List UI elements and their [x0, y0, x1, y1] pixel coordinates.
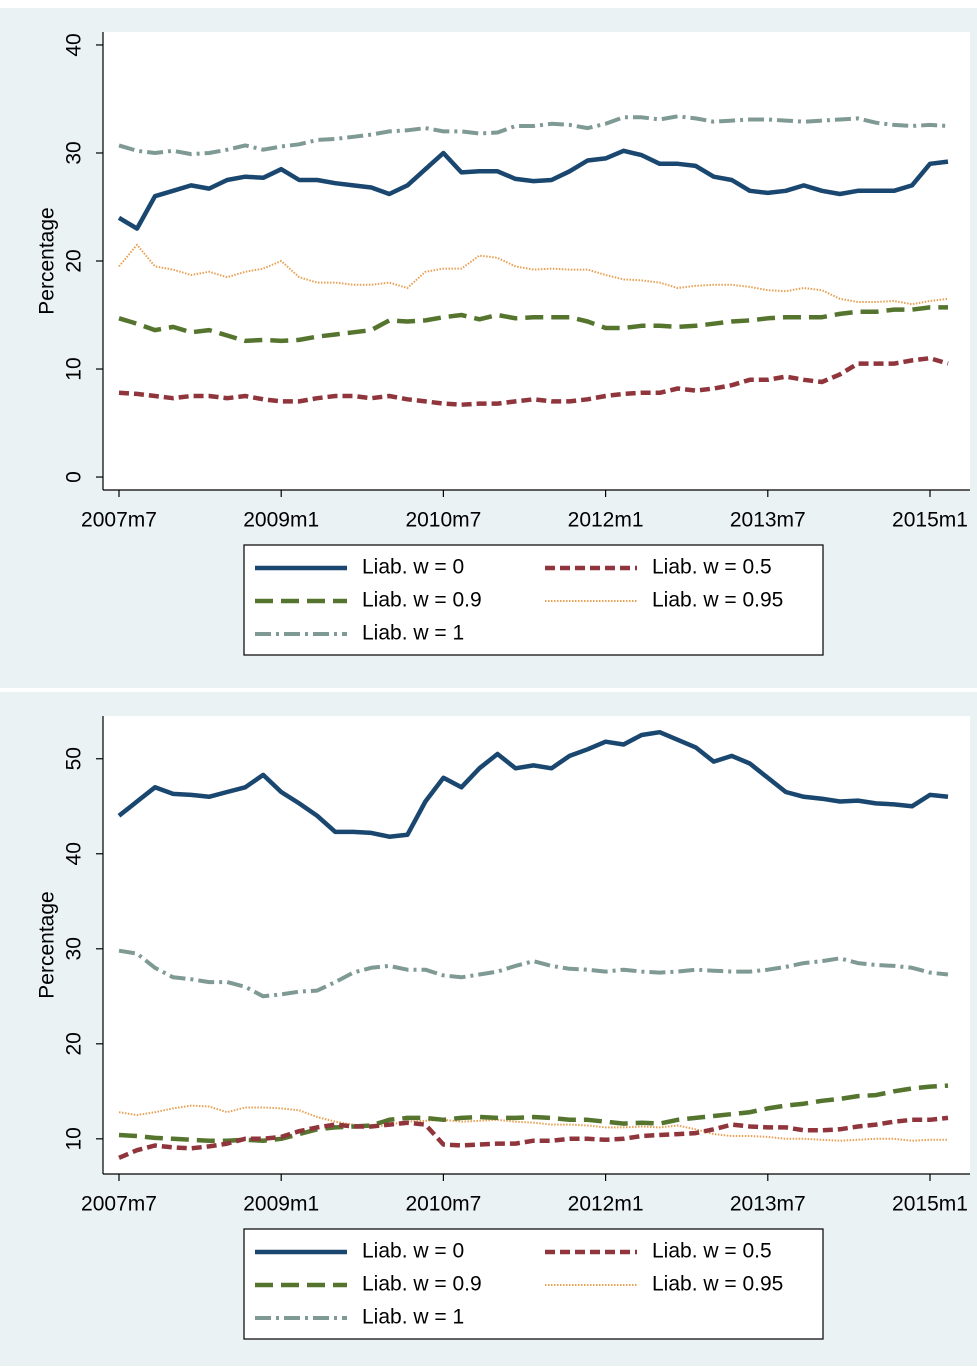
x-tick-label: 2010m7: [405, 1193, 481, 1216]
legend-label: Liab. w = 1: [362, 622, 464, 645]
x-tick-label: 2015m1: [892, 509, 968, 532]
x-tick-label: 2013m7: [730, 1193, 806, 1216]
x-tick-label: 2009m1: [243, 509, 319, 532]
y-axis-label: Percentage: [36, 891, 59, 998]
series-line: [118, 1115, 949, 1160]
legend-label: Liab. w = 0.95: [652, 589, 783, 612]
series-line: [118, 305, 948, 344]
legend-label: Liab. w = 0: [362, 1240, 464, 1263]
x-tick-label: 2009m1: [243, 1193, 319, 1216]
legend-label: Liab. w = 1: [362, 1306, 464, 1329]
series-line: [118, 114, 949, 157]
x-tick-label: 2013m7: [730, 509, 806, 532]
legend-label: Liab. w = 0.95: [652, 1273, 783, 1296]
y-tick-label: 10: [63, 357, 86, 380]
legend-label: Liab. w = 0.9: [362, 1273, 482, 1296]
series-line: [117, 729, 949, 839]
y-tick-label: 40: [63, 33, 86, 56]
y-tick-label: 0: [63, 471, 86, 483]
y-tick-label: 20: [63, 1032, 86, 1055]
y-tick-label: 20: [63, 249, 86, 272]
y-tick-label: 40: [63, 842, 86, 865]
y-tick-label: 30: [63, 937, 86, 960]
y-axis-label: Percentage: [36, 207, 59, 314]
y-tick-label: 10: [63, 1127, 86, 1150]
series-line: [117, 148, 949, 231]
x-tick-label: 2012m1: [568, 509, 644, 532]
series-line: [118, 1104, 948, 1142]
series-line: [118, 948, 949, 999]
x-tick-label: 2015m1: [892, 1193, 968, 1216]
y-tick-label: 30: [63, 141, 86, 164]
legend-label: Liab. w = 0.5: [652, 556, 772, 579]
legend-label: Liab. w = 0.5: [652, 1240, 772, 1263]
legend-label: Liab. w = 0: [362, 556, 464, 579]
series-line: [118, 355, 949, 407]
y-tick-label: 50: [63, 747, 86, 770]
x-tick-label: 2012m1: [568, 1193, 644, 1216]
x-tick-label: 2007m7: [81, 509, 157, 532]
x-tick-label: 2010m7: [405, 509, 481, 532]
legend-label: Liab. w = 0.9: [362, 589, 482, 612]
plot-area: [103, 32, 970, 490]
x-tick-label: 2007m7: [81, 1193, 157, 1216]
plot-area: [103, 716, 970, 1174]
